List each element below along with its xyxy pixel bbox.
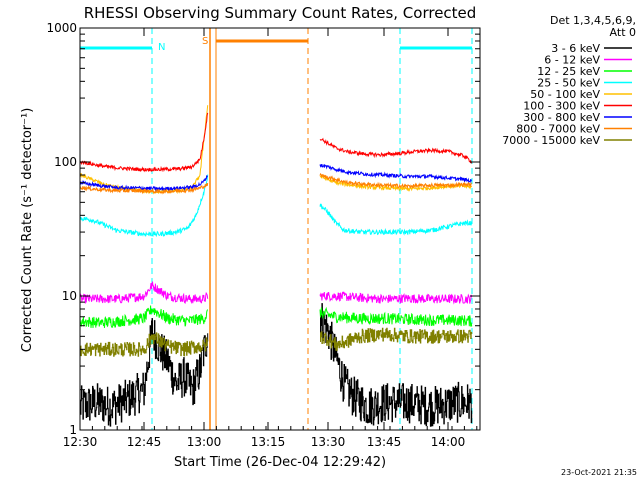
legend-entry-label: 300 - 800 keV <box>523 111 600 124</box>
legend-entry-label: 800 - 7000 keV <box>516 123 600 136</box>
legend-entry-label: 50 - 100 keV <box>530 88 600 101</box>
y-tick-label: 1000 <box>46 21 77 35</box>
series-line-5-part-1 <box>79 112 209 173</box>
y-tick-label: 10 <box>62 289 77 303</box>
series-line-7-part-1 <box>79 183 209 195</box>
series-line-8-part-1 <box>80 332 209 357</box>
series-line-6-part-1 <box>79 175 208 192</box>
x-tick-label: 14:00 <box>431 435 466 449</box>
legend-entry-label: 6 - 12 keV <box>544 54 600 67</box>
x-tick-label: 13:30 <box>311 435 346 449</box>
x-tick-label: 13:15 <box>251 435 286 449</box>
series-line-2-part-2 <box>319 306 473 327</box>
axes-layer: 12:30 12:45 13:00 13:15 13:30 13:45 14:00 1 10 10… <box>46 21 481 449</box>
series-line-0-part-1 <box>80 318 209 427</box>
series-line-3-part-2 <box>319 203 473 236</box>
legend-header-line-1: Det 1,3,4,5,6,9, <box>550 14 636 27</box>
series-layer <box>79 105 473 427</box>
legend-entry-label: 3 - 6 keV <box>551 42 600 55</box>
x-tick-label: 13:45 <box>367 435 402 449</box>
x-tick-label: 12:45 <box>127 435 162 449</box>
annotations-layer: NS <box>79 28 473 430</box>
legend-entry-label: 25 - 50 keV <box>537 77 600 90</box>
plot-frame <box>79 27 481 431</box>
series-line-3-part-1 <box>79 174 209 238</box>
series-line-1-part-1 <box>79 281 209 305</box>
footer-timestamp: 23-Oct-2021 21:35 <box>561 468 637 477</box>
legend-entry-label: 7000 - 15000 keV <box>502 134 600 147</box>
series-line-2-part-1 <box>79 305 209 329</box>
y-tick-label: 1 <box>69 423 77 437</box>
series-line-1-part-2 <box>319 291 473 305</box>
saa-label: S <box>202 36 208 47</box>
legend-entry-label: 100 - 300 keV <box>523 100 600 113</box>
y-axis-label: Corrected Count Rate (s⁻¹ detector⁻¹) <box>20 108 35 353</box>
night-label: N <box>158 42 165 53</box>
series-line-5-part-2 <box>319 137 473 164</box>
series-line-7-part-2 <box>319 173 472 189</box>
series-line-6-part-2 <box>319 163 472 184</box>
x-tick-label: 13:00 <box>187 435 222 449</box>
y-tick-label: 100 <box>54 155 77 169</box>
x-tick-label: 12:30 <box>63 435 98 449</box>
series-line-4-part-2 <box>319 175 473 192</box>
series-line-8-part-2 <box>320 327 473 351</box>
chart-title: RHESSI Observing Summary Count Rates, Co… <box>84 4 477 22</box>
x-axis-label: Start Time (26-Dec-04 12:29:42) <box>174 455 386 470</box>
legend-header-line-2: Att 0 <box>610 26 636 39</box>
series-line-0-part-2 <box>320 303 473 427</box>
legend-entry-label: 12 - 25 keV <box>537 65 600 78</box>
